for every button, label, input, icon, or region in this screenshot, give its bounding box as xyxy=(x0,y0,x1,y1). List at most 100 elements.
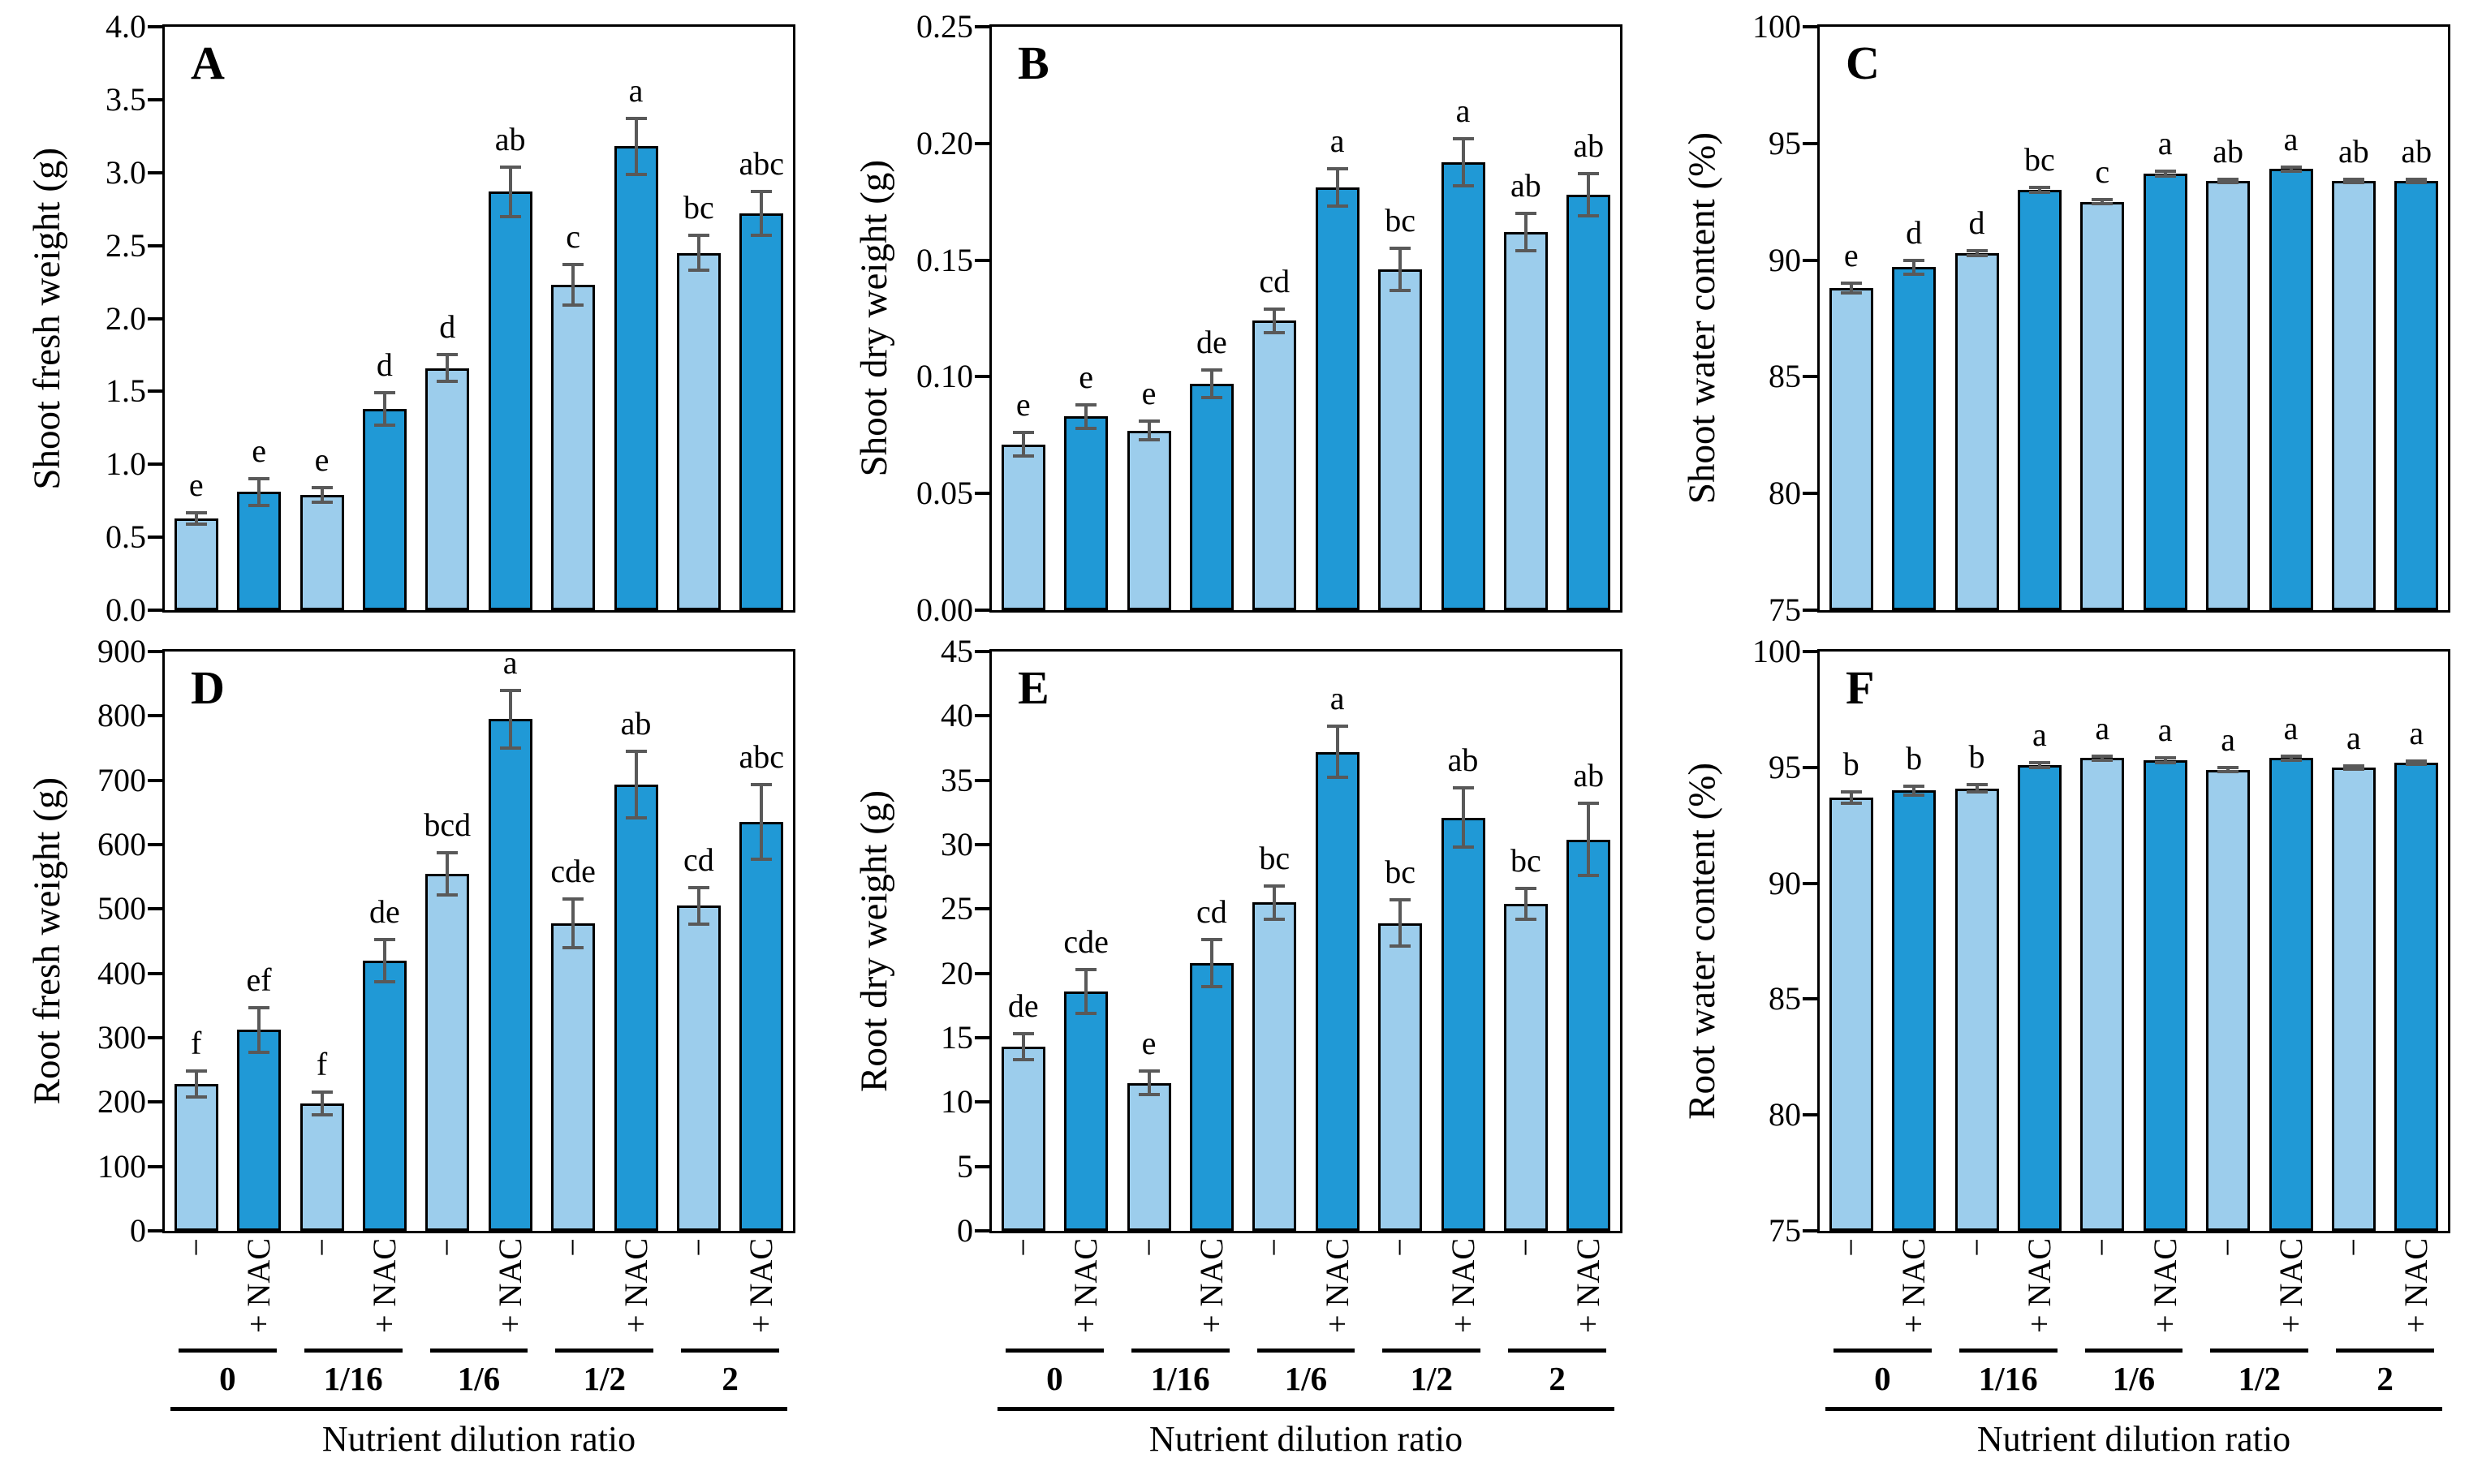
sig-letter: a xyxy=(1329,680,1345,717)
bar-D-1/6-nac xyxy=(488,719,532,1231)
x-tick-label: + NAC xyxy=(743,1238,780,1334)
y-tick-label: 0.10 xyxy=(916,358,973,395)
group-label: 0 xyxy=(1874,1360,1891,1397)
error-bar-cap-top xyxy=(1966,248,1988,252)
error-bar-cap-bottom xyxy=(2342,768,2364,772)
error-bar-cap-top xyxy=(2217,177,2239,181)
y-tick-label: 0.15 xyxy=(916,241,973,278)
error-bar-line xyxy=(1021,432,1025,457)
error-bar-cap-bottom xyxy=(687,269,709,273)
x-tick-label: + NAC xyxy=(1444,1238,1481,1334)
x-tick-label: − xyxy=(554,1238,592,1257)
error-bar-line xyxy=(257,479,261,505)
error-bar-cap-top xyxy=(687,234,709,238)
x-tick-label: + NAC xyxy=(240,1238,278,1334)
y-axis-title-wrap: Root water content (%) xyxy=(1665,649,1739,1233)
error-bar-cap-top xyxy=(1264,884,1286,888)
error-bar-line xyxy=(194,1071,198,1097)
error-bar-line xyxy=(194,512,198,524)
error-bar-cap-top xyxy=(1012,431,1034,435)
y-tick-label: 0.05 xyxy=(916,475,973,512)
x-tick-label: − xyxy=(429,1238,466,1257)
x-axis-group-line xyxy=(998,1407,1614,1411)
error-bar-line xyxy=(1398,900,1403,947)
y-tick-label: 900 xyxy=(97,633,146,669)
sig-letter: a xyxy=(2283,709,2299,746)
error-bar-cap-bottom xyxy=(2280,759,2302,763)
error-bar-line xyxy=(1912,260,1916,274)
error-bar-cap-top xyxy=(751,783,773,787)
group-label: 1/6 xyxy=(2112,1360,2156,1397)
y-tick-label: 100 xyxy=(1752,633,1801,669)
error-bar-line xyxy=(2037,187,2041,193)
group-label: 2 xyxy=(1549,1360,1566,1397)
bar-B-0-minus xyxy=(1001,444,1045,610)
bar-F-0-nac xyxy=(1892,790,1937,1231)
group-label: 0 xyxy=(1046,1360,1063,1397)
y-axis-title-wrap: Shoot water content (%) xyxy=(1665,24,1739,613)
sig-letter: bcd xyxy=(424,806,472,843)
error-bar-cap-top xyxy=(2092,755,2114,759)
error-bar-line xyxy=(1209,369,1213,398)
group-label: 2 xyxy=(722,1360,739,1397)
x-tick-label: − xyxy=(303,1238,340,1257)
x-tick-label: − xyxy=(2209,1238,2247,1257)
bar-A-1/16-minus xyxy=(299,495,344,610)
error-bar-cap-bottom xyxy=(625,172,647,176)
y-tick-label: 0.5 xyxy=(106,518,146,556)
y-tick-label: 75 xyxy=(1769,1212,1801,1249)
y-tick-mark xyxy=(148,1100,162,1104)
bar-F-1/2-nac xyxy=(2269,758,2313,1231)
y-tick-mark xyxy=(975,907,989,911)
error-bar-cap-bottom xyxy=(2092,202,2114,205)
error-bar-line xyxy=(508,690,512,748)
error-bar-cap-top xyxy=(1515,212,1536,216)
error-bar-cap-bottom xyxy=(2406,763,2428,767)
error-bar-cap-top xyxy=(1264,307,1286,311)
panel-letter: C xyxy=(1846,37,1880,89)
y-axis-title: Shoot water content (%) xyxy=(1681,132,1723,505)
y-tick-label: 0.0 xyxy=(106,591,146,628)
error-bar-cap-bottom xyxy=(248,1051,270,1055)
error-bar-line xyxy=(320,488,324,502)
error-bar-cap-top xyxy=(2028,186,2050,190)
panel-e: Root dry weight (g) de cde e cd bc a bc ab bc ab E 0… xyxy=(827,633,1654,1484)
error-bar-line xyxy=(1147,421,1151,441)
error-bar-line xyxy=(2101,756,2105,760)
sig-letter: e xyxy=(1079,358,1093,395)
sig-letter: e xyxy=(252,432,266,470)
error-bar-cap-bottom xyxy=(1138,1092,1160,1096)
error-bar-cap-top xyxy=(437,353,459,357)
y-tick-label: 30 xyxy=(941,826,973,862)
error-bar-cap-bottom xyxy=(687,922,709,926)
sig-letter: b xyxy=(1968,738,1985,776)
y-tick-label: 0.20 xyxy=(916,124,973,161)
y-tick-mark xyxy=(148,25,162,28)
sig-letter: de xyxy=(369,893,400,930)
y-tick-label: 3.5 xyxy=(106,80,146,118)
bar-E-1/16-minus xyxy=(1127,1082,1171,1231)
error-bar-cap-bottom xyxy=(1452,845,1474,850)
error-bar-cap-top xyxy=(2406,178,2428,182)
y-tick-mark xyxy=(1803,141,1817,145)
error-bar-cap-top xyxy=(1390,247,1411,251)
error-bar-cap-bottom xyxy=(562,303,584,308)
bar-B-1/6-nac xyxy=(1315,187,1359,610)
plot-area: f ef f de bcd a cde ab cd abc xyxy=(162,644,795,1233)
y-tick-mark xyxy=(975,650,989,653)
bar-B-0-nac xyxy=(1064,416,1109,610)
plot-area: de cde e cd bc a bc ab bc ab xyxy=(989,649,1622,1233)
y-tick-label: 200 xyxy=(97,1083,146,1121)
error-bar-cap-top xyxy=(1012,1032,1034,1036)
error-bar-cap-bottom xyxy=(1840,290,1862,295)
sig-letter: bc xyxy=(1385,854,1416,891)
sig-letter: a xyxy=(2346,719,2361,756)
error-bar-cap-top xyxy=(1138,1069,1160,1073)
error-bar-line xyxy=(634,751,638,819)
y-tick-label: 40 xyxy=(941,697,973,734)
sig-letter: bc xyxy=(1510,841,1541,879)
bar-B-1/2-nac xyxy=(1441,161,1485,610)
x-axis-title: Nutrient dilution ratio xyxy=(1976,1419,2291,1459)
error-bar-cap-top xyxy=(2342,178,2364,182)
